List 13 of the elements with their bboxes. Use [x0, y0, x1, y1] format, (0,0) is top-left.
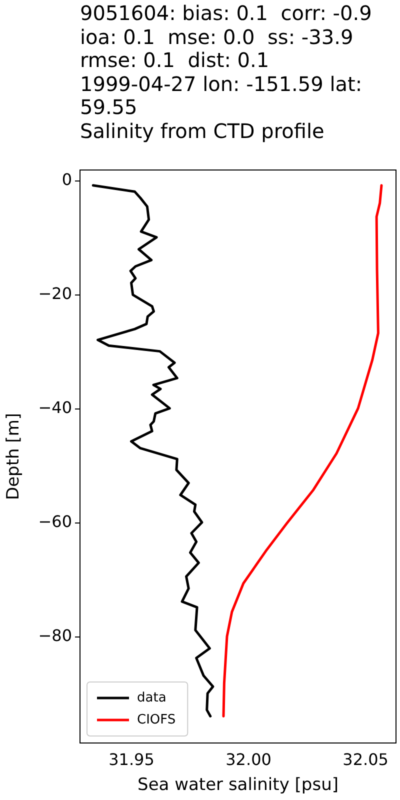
- x-axis-title: Sea water salinity [psu]: [138, 775, 338, 796]
- x-tick-label: 32.05: [342, 750, 388, 769]
- y-tick-label: −40: [38, 398, 72, 418]
- legend-label: data: [137, 690, 166, 706]
- y-tick-label: −80: [38, 626, 72, 646]
- x-tick-label: 32.00: [226, 750, 272, 769]
- y-tick-label: 0: [62, 170, 72, 189]
- legend-label: CIOFS: [137, 712, 176, 728]
- x-tick-label: 31.95: [108, 750, 154, 769]
- chart-title: 9051604: bias: 0.1 corr: -0.9 ioa: 0.1 mse: 0.0 ss: -33.9 rmse: 0.1 dist: 0.1 1999-04-27 lon: -151.59 lat: 59.55 Salinity from CTD profile: [80, 1, 373, 143]
- y-axis-title: Depth [m]: [4, 412, 24, 500]
- y-tick-label: −20: [38, 284, 72, 304]
- y-tick-label: −60: [38, 512, 72, 532]
